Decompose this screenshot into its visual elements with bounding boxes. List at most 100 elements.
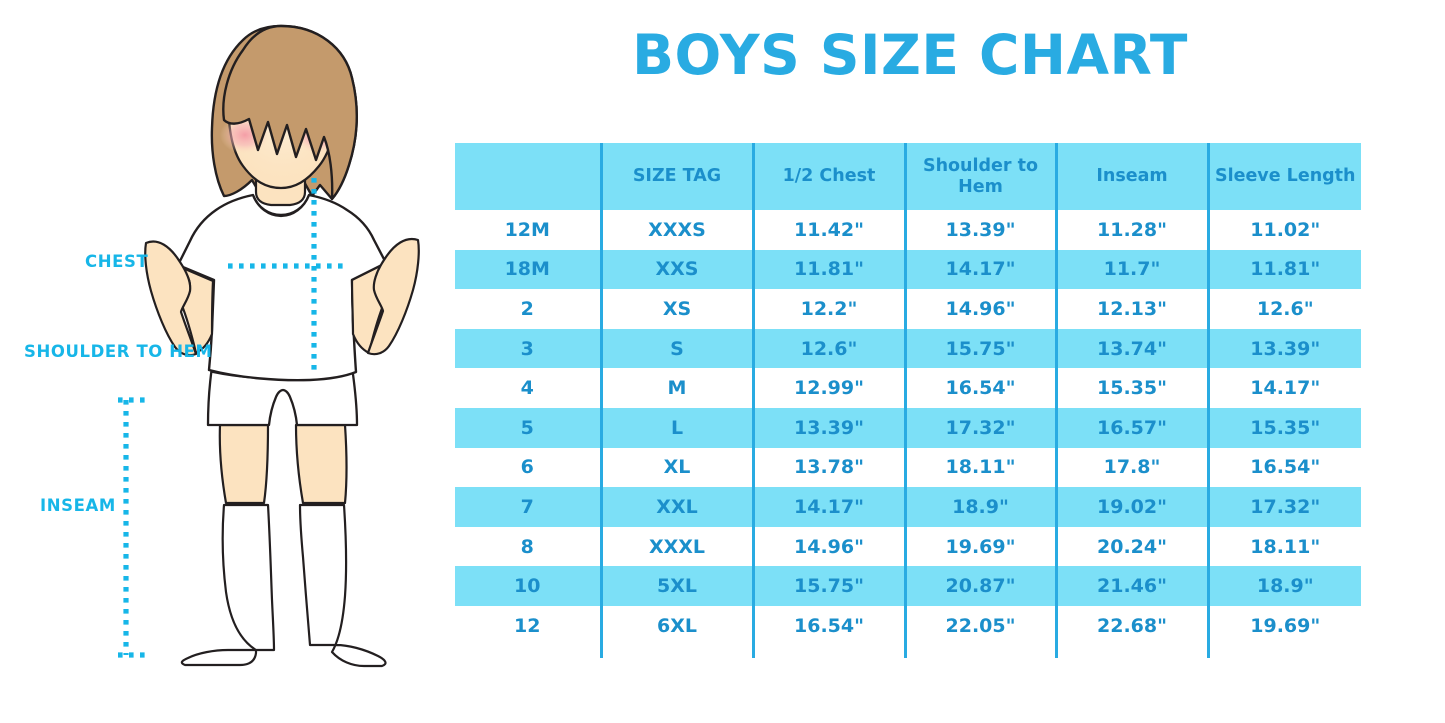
column-header-half-chest: 1/2 Chest xyxy=(751,143,905,210)
spacer-cell xyxy=(903,645,1056,658)
leg-left-shape xyxy=(218,423,270,505)
table-row: 4 M 12.99" 16.54" 15.35" 14.17" xyxy=(455,368,1361,408)
cell-size: 12 xyxy=(455,605,601,646)
cell-shoulder-to-hem: 14.17" xyxy=(903,249,1056,290)
cell-size-tag: S xyxy=(599,328,753,369)
column-header-size-tag: SIZE TAG xyxy=(599,143,753,210)
cell-size: 8 xyxy=(455,526,601,567)
table-bottom-spacer xyxy=(455,645,1361,658)
boy-illustration: CHEST SHOULDER TO HEM INSEAM xyxy=(0,0,440,723)
cell-size-tag: XXS xyxy=(599,249,753,290)
cell-shoulder-to-hem: 20.87" xyxy=(903,566,1056,606)
hair-bangs-shape xyxy=(222,24,358,201)
sock-right-shape xyxy=(298,503,387,668)
cell-sleeve-length: 14.17" xyxy=(1206,368,1361,408)
cell-shoulder-to-hem: 22.05" xyxy=(903,605,1056,646)
cell-half-chest: 11.42" xyxy=(751,210,905,250)
column-header-inseam: Inseam xyxy=(1054,143,1208,210)
cell-sleeve-length: 11.02" xyxy=(1206,210,1361,250)
table-row: 18M XXS 11.81" 14.17" 11.7" 11.81" xyxy=(455,249,1361,290)
cell-half-chest: 12.6" xyxy=(751,328,905,369)
cell-size-tag: XXXS xyxy=(599,210,753,250)
column-header-size xyxy=(455,143,601,210)
cell-size-tag: 5XL xyxy=(599,566,753,606)
cell-shoulder-to-hem: 17.32" xyxy=(903,407,1056,448)
cell-half-chest: 12.99" xyxy=(751,368,905,408)
cell-inseam: 20.24" xyxy=(1054,526,1208,567)
table-body: 12M XXXS 11.42" 13.39" 11.28" 11.02" 18M XXS 11.… xyxy=(455,210,1361,658)
table-row: 7 XXL 14.17" 18.9" 19.02" 17.32" xyxy=(455,487,1361,527)
cell-size: 6 xyxy=(455,447,601,488)
measurement-label-shoulder-to-hem: SHOULDER TO HEM xyxy=(24,342,213,361)
cell-sleeve-length: 18.9" xyxy=(1206,566,1361,606)
cell-sleeve-length: 18.11" xyxy=(1206,526,1361,567)
cell-inseam: 13.74" xyxy=(1054,328,1208,369)
cell-half-chest: 16.54" xyxy=(751,605,905,646)
cell-size: 10 xyxy=(455,566,601,606)
cell-size: 12M xyxy=(455,210,601,250)
cell-shoulder-to-hem: 13.39" xyxy=(903,210,1056,250)
spacer-cell xyxy=(1054,645,1208,658)
cell-size-tag: M xyxy=(599,368,753,408)
cell-shoulder-to-hem: 19.69" xyxy=(903,526,1056,567)
cell-inseam: 12.13" xyxy=(1054,289,1208,329)
cell-half-chest: 15.75" xyxy=(751,566,905,606)
spacer-cell xyxy=(1206,645,1361,658)
table-row: 8 XXXL 14.96" 19.69" 20.24" 18.11" xyxy=(455,526,1361,567)
hand-right-shape xyxy=(366,237,420,356)
column-header-shoulder-to-hem: Shoulder to Hem xyxy=(903,143,1056,210)
leg-right-shape xyxy=(294,423,348,505)
table-row: 12M XXXS 11.42" 13.39" 11.28" 11.02" xyxy=(455,210,1361,250)
cell-inseam: 11.28" xyxy=(1054,210,1208,250)
measurement-label-chest: CHEST xyxy=(85,252,149,271)
size-chart-table-wrapper: SIZE TAG 1/2 Chest Shoulder to Hem Insea… xyxy=(455,143,1361,658)
cell-size: 3 xyxy=(455,328,601,369)
cell-size-tag: XL xyxy=(599,447,753,488)
cell-size-tag: XXXL xyxy=(599,526,753,567)
table-row: 10 5XL 15.75" 20.87" 21.46" 18.9" xyxy=(455,566,1361,606)
cell-sleeve-length: 12.6" xyxy=(1206,289,1361,329)
tshirt-collar-line xyxy=(251,194,311,218)
cell-sleeve-length: 15.35" xyxy=(1206,407,1361,448)
measurement-label-inseam: INSEAM xyxy=(40,496,116,515)
cell-half-chest: 14.17" xyxy=(751,487,905,527)
size-chart-table: SIZE TAG 1/2 Chest Shoulder to Hem Insea… xyxy=(455,143,1361,658)
cell-size: 18M xyxy=(455,249,601,290)
cell-sleeve-length: 13.39" xyxy=(1206,328,1361,369)
cell-size-tag: XS xyxy=(599,289,753,329)
cell-shoulder-to-hem: 16.54" xyxy=(903,368,1056,408)
shorts-shape xyxy=(206,365,359,427)
boy-figure-svg xyxy=(118,24,420,668)
cell-sleeve-length: 16.54" xyxy=(1206,447,1361,488)
cell-inseam: 19.02" xyxy=(1054,487,1208,527)
cell-sleeve-length: 11.81" xyxy=(1206,249,1361,290)
cell-size-tag: L xyxy=(599,407,753,448)
cell-inseam: 22.68" xyxy=(1054,605,1208,646)
table-row: 5 L 13.39" 17.32" 16.57" 15.35" xyxy=(455,407,1361,448)
cell-inseam: 16.57" xyxy=(1054,407,1208,448)
table-row: 12 6XL 16.54" 22.05" 22.68" 19.69" xyxy=(455,605,1361,646)
spacer-cell xyxy=(455,645,601,658)
cell-shoulder-to-hem: 14.96" xyxy=(903,289,1056,329)
cell-inseam: 21.46" xyxy=(1054,566,1208,606)
spacer-cell xyxy=(599,645,753,658)
column-header-sleeve-length: Sleeve Length xyxy=(1206,143,1361,210)
spacer-cell xyxy=(751,645,905,658)
table-row: 3 S 12.6" 15.75" 13.74" 13.39" xyxy=(455,328,1361,369)
table-header-row: SIZE TAG 1/2 Chest Shoulder to Hem Insea… xyxy=(455,143,1361,210)
cell-half-chest: 14.96" xyxy=(751,526,905,567)
cell-shoulder-to-hem: 15.75" xyxy=(903,328,1056,369)
cell-size: 4 xyxy=(455,368,601,408)
cell-size-tag: XXL xyxy=(599,487,753,527)
cell-sleeve-length: 17.32" xyxy=(1206,487,1361,527)
cell-inseam: 17.8" xyxy=(1054,447,1208,488)
cell-size-tag: 6XL xyxy=(599,605,753,646)
sock-left-shape xyxy=(180,503,276,667)
page-title: BOYS SIZE CHART xyxy=(632,23,1188,87)
cell-size: 5 xyxy=(455,407,601,448)
cell-shoulder-to-hem: 18.9" xyxy=(903,487,1056,527)
cell-sleeve-length: 19.69" xyxy=(1206,605,1361,646)
cell-half-chest: 13.39" xyxy=(751,407,905,448)
cell-half-chest: 13.78" xyxy=(751,447,905,488)
